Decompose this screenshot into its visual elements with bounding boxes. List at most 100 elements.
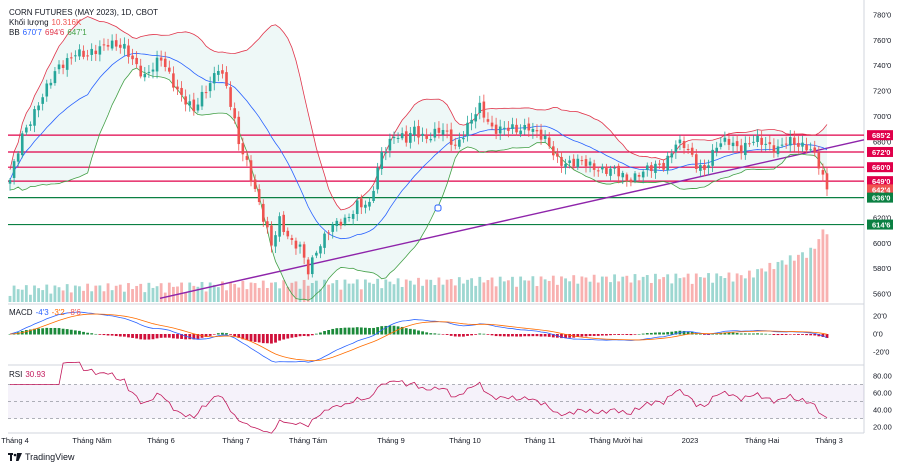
- macd-histogram-bar: [813, 334, 817, 336]
- candle-body: [596, 170, 600, 172]
- bb-lower-value: 647'1: [67, 28, 87, 37]
- volume-bar: [98, 285, 102, 302]
- time-axis-label: Tháng Năm: [72, 436, 111, 445]
- volume-bar: [780, 260, 784, 302]
- volume-bar: [515, 286, 518, 302]
- candle-body: [494, 124, 498, 134]
- volume-bar: [580, 276, 584, 302]
- bb-label: BB: [9, 28, 20, 37]
- candle-body: [127, 45, 130, 57]
- macd-histogram-bar: [535, 334, 539, 337]
- volume-bar: [658, 279, 661, 302]
- candle-body: [654, 163, 657, 173]
- volume-bar: [625, 275, 629, 302]
- volume-bar: [560, 276, 563, 302]
- volume-bar: [543, 279, 547, 302]
- volume-bar: [457, 277, 461, 302]
- macd-histogram-bar: [229, 334, 232, 335]
- macd-histogram-bar: [8, 334, 12, 335]
- candle-body: [261, 203, 265, 222]
- macd-histogram-bar: [792, 334, 796, 335]
- volume-bar: [302, 279, 306, 302]
- macd-histogram-bar: [747, 333, 751, 335]
- macd-histogram-bar: [33, 328, 36, 335]
- macd-histogram-bar: [752, 333, 755, 335]
- candle-body: [560, 156, 563, 166]
- candle-body: [355, 200, 359, 215]
- candle-body: [445, 130, 449, 132]
- volume-bar: [478, 276, 482, 302]
- volume-bar: [131, 289, 134, 302]
- price-tag-label: 636'0: [872, 194, 890, 203]
- volume-bar: [670, 283, 674, 302]
- volume-bar: [535, 286, 539, 302]
- macd-line: [9, 311, 828, 363]
- candle-body: [159, 57, 163, 61]
- macd-histogram-bar: [314, 333, 318, 335]
- macd-histogram-bar: [547, 334, 551, 337]
- candle-body: [208, 83, 212, 92]
- macd-histogram-bar: [278, 334, 282, 341]
- candle-body: [425, 134, 428, 139]
- price-tag-bg: [867, 176, 893, 187]
- volume-bar: [617, 281, 621, 302]
- macd-histogram-bar: [388, 325, 392, 335]
- candle-body: [225, 72, 228, 86]
- candle-body: [33, 109, 36, 126]
- volume-bar: [343, 279, 347, 302]
- bb-upper-value: 694'6: [45, 28, 65, 37]
- candle-body: [462, 137, 465, 140]
- candle-body: [282, 214, 285, 232]
- volume-bar: [306, 285, 310, 302]
- volume-bar: [649, 282, 653, 302]
- candle-body: [86, 55, 89, 57]
- volume-bar: [8, 295, 12, 302]
- candle-body: [670, 153, 674, 158]
- volume-bar: [547, 280, 551, 302]
- macd-histogram-bar: [392, 325, 396, 335]
- macd-histogram-bar: [764, 333, 768, 335]
- candle-body: [486, 119, 490, 122]
- candle-body: [535, 130, 539, 132]
- volume-bar: [392, 284, 396, 302]
- volume-bar: [347, 283, 351, 302]
- macd-histogram-bar: [784, 334, 788, 335]
- volume-bar: [270, 282, 273, 302]
- candle-body: [196, 104, 200, 111]
- volume-bar: [482, 282, 486, 302]
- volume-bar: [290, 282, 294, 302]
- candle-body: [637, 175, 641, 177]
- volume-bar: [388, 281, 392, 302]
- macd-histogram-bar: [580, 334, 584, 337]
- candle-body: [584, 159, 588, 167]
- volume-bar: [686, 273, 690, 302]
- candle-body: [155, 57, 159, 72]
- candle-body: [617, 165, 620, 177]
- candle-body: [82, 50, 85, 57]
- volume-bar: [265, 287, 269, 302]
- candle-body: [605, 166, 608, 174]
- macd-histogram-bar: [462, 334, 465, 337]
- candle-body: [302, 244, 306, 258]
- macd-histogram-bar: [167, 334, 171, 338]
- volume-bar: [433, 285, 437, 302]
- macd-histogram-bar: [139, 334, 143, 340]
- candle-body: [793, 137, 796, 145]
- volume-bar: [490, 277, 494, 302]
- time-axis-label: Tháng 4: [1, 436, 29, 445]
- macd-histogram-bar: [151, 334, 155, 340]
- candle-body: [106, 45, 110, 47]
- volume-bar: [139, 283, 143, 302]
- volume-bar: [319, 289, 322, 302]
- macd-histogram-bar: [253, 334, 257, 342]
- candle-body: [482, 101, 486, 118]
- macd-histogram-bar: [788, 334, 792, 335]
- candle-body: [735, 141, 739, 147]
- candle-body: [417, 126, 420, 138]
- volume-bar: [200, 281, 204, 302]
- candle-body: [727, 139, 731, 145]
- macd-histogram-bar: [797, 334, 800, 335]
- candle-body: [707, 165, 710, 168]
- macd-histogram-bar: [817, 334, 821, 337]
